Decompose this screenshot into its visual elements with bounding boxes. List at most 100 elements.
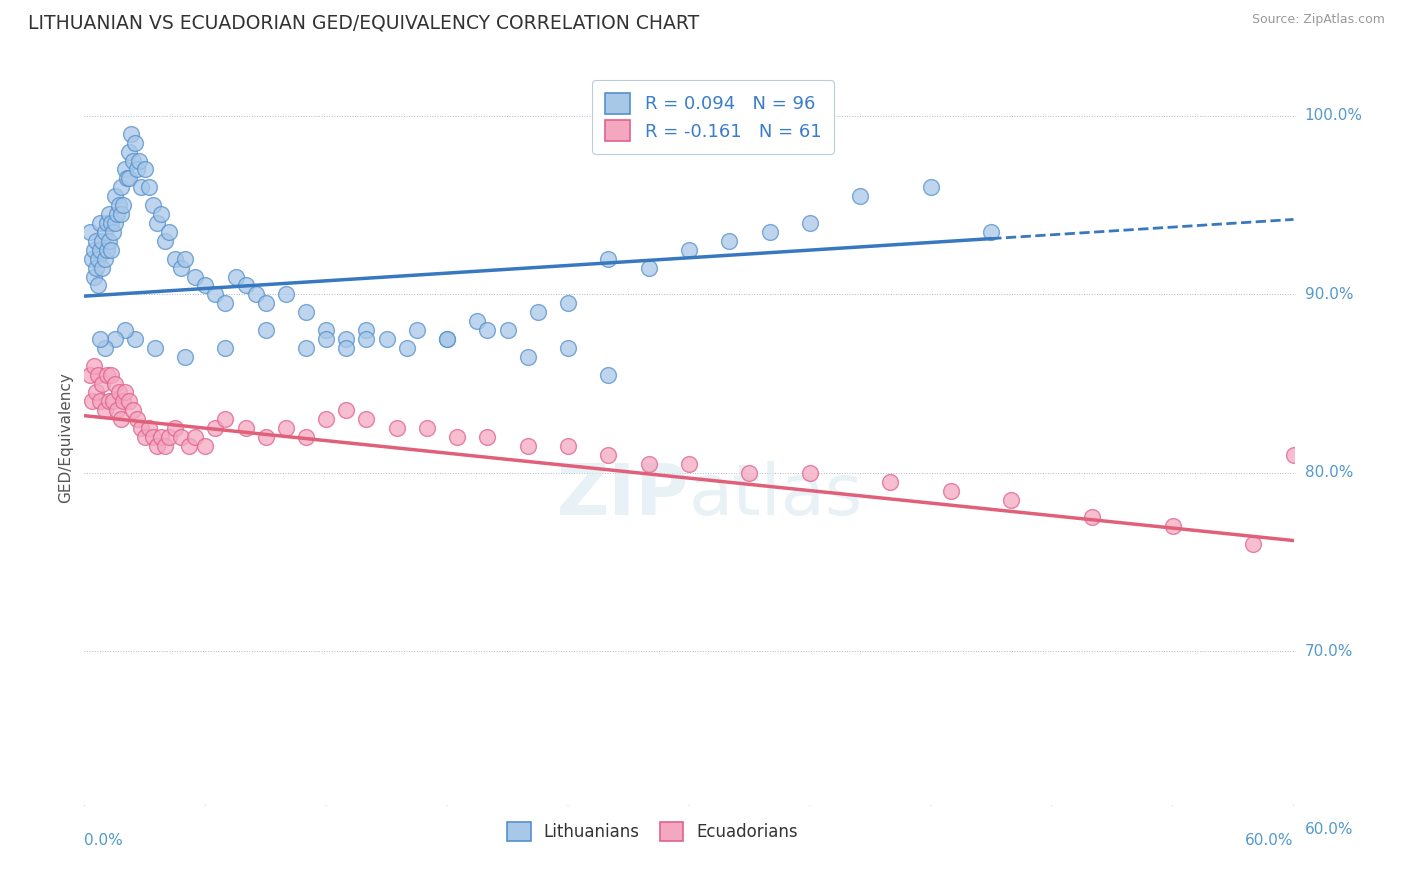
Point [179, 439, 201, 453]
Point [295, 430, 318, 444]
Point [114, 162, 136, 177]
Point [356, 412, 378, 426]
Text: 70.0%: 70.0% [1305, 644, 1353, 658]
Point [165, 421, 187, 435]
Point [110, 412, 132, 426]
Point [254, 430, 277, 444]
Point [138, 421, 160, 435]
Point [235, 421, 257, 435]
Point [1000, 492, 1022, 507]
Text: 100.0%: 100.0% [1305, 109, 1362, 123]
Point [1161, 519, 1184, 533]
Point [86, 260, 108, 275]
Point [82, 394, 104, 409]
Text: 80.0%: 80.0% [1305, 466, 1353, 480]
Point [121, 403, 143, 417]
Point [395, 341, 418, 355]
Point [315, 412, 337, 426]
Point [496, 323, 519, 337]
Point [96, 368, 118, 382]
Point [146, 439, 169, 453]
Point [254, 323, 277, 337]
Point [114, 385, 136, 400]
Text: atlas: atlas [689, 461, 863, 530]
Point [87, 278, 110, 293]
Point [97, 207, 120, 221]
Point [174, 350, 197, 364]
Point [939, 483, 962, 498]
Point [107, 198, 129, 212]
Point [204, 421, 226, 435]
Point [134, 162, 156, 177]
Point [214, 412, 236, 426]
Point [146, 216, 169, 230]
Point [165, 252, 187, 266]
Point [149, 207, 172, 221]
Point [89, 332, 111, 346]
Point [121, 153, 143, 168]
Point [87, 252, 110, 266]
Point [128, 153, 150, 168]
Point [79, 368, 101, 382]
Point [557, 439, 579, 453]
Point [157, 225, 180, 239]
Point [100, 216, 122, 230]
Point [637, 260, 659, 275]
Point [118, 394, 141, 409]
Point [467, 314, 489, 328]
Point [598, 368, 620, 382]
Point [97, 234, 120, 248]
Point [1081, 510, 1104, 524]
Point [245, 287, 267, 301]
Point [107, 385, 129, 400]
Point [527, 305, 550, 319]
Point [82, 252, 104, 266]
Point [678, 243, 700, 257]
Point [101, 225, 124, 239]
Point [477, 323, 499, 337]
Point [980, 225, 1002, 239]
Point [124, 136, 146, 150]
Point [557, 296, 579, 310]
Point [91, 260, 114, 275]
Point [446, 430, 468, 444]
Point [83, 359, 105, 373]
Point [93, 225, 115, 239]
Point [91, 376, 114, 391]
Point [101, 394, 124, 409]
Point [295, 305, 318, 319]
Point [104, 216, 127, 230]
Point [516, 439, 538, 453]
Point [170, 260, 193, 275]
Y-axis label: GED/Equivalency: GED/Equivalency [58, 372, 73, 502]
Point [125, 162, 148, 177]
Point [118, 171, 141, 186]
Point [120, 127, 142, 141]
Point [598, 252, 620, 266]
Point [356, 332, 378, 346]
Point [799, 216, 821, 230]
Point [436, 332, 458, 346]
Point [184, 269, 207, 284]
Point [97, 394, 120, 409]
Point [114, 323, 136, 337]
Point [849, 189, 872, 203]
Text: 90.0%: 90.0% [1305, 287, 1353, 301]
Point [758, 225, 780, 239]
Point [385, 421, 408, 435]
Point [406, 323, 429, 337]
Point [104, 332, 127, 346]
Point [637, 457, 659, 471]
Point [235, 278, 257, 293]
Point [225, 269, 247, 284]
Point [93, 403, 115, 417]
Point [436, 332, 458, 346]
Point [105, 403, 128, 417]
Point [87, 368, 110, 382]
Point [129, 180, 152, 194]
Point [104, 376, 127, 391]
Point [315, 323, 337, 337]
Point [83, 243, 105, 257]
Point [89, 216, 111, 230]
Point [79, 225, 101, 239]
